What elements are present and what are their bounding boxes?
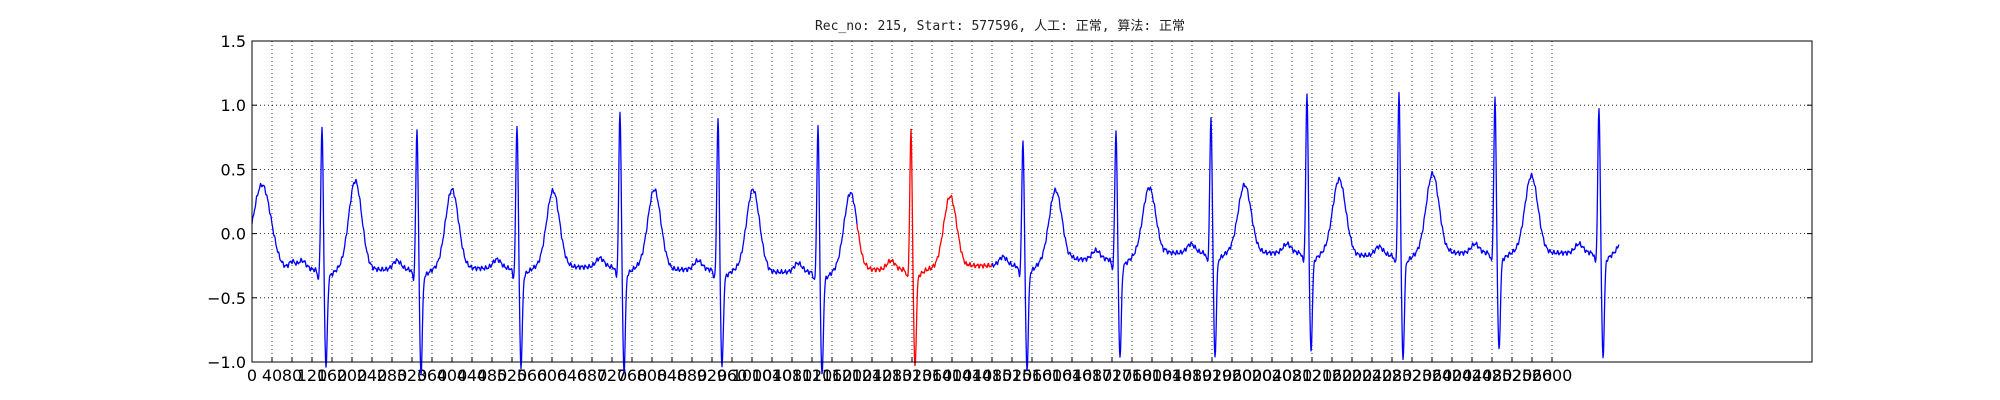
x-tick-label: 240 — [357, 366, 388, 385]
x-tick-label: 2560 — [1512, 366, 1553, 385]
x-tick-label: 160 — [317, 366, 348, 385]
x-tick-label: 640 — [557, 366, 588, 385]
plot-frame — [251, 40, 1813, 363]
y-tick-label: 0.5 — [221, 160, 246, 179]
x-tick-label: 2440 — [1452, 366, 1493, 385]
x-tick-label: 880 — [677, 366, 708, 385]
x-tick-label: 120 — [297, 366, 328, 385]
y-tick-label: 1.5 — [221, 32, 246, 51]
y-tick-label: −1.0 — [207, 353, 246, 372]
y-tick-label: 1.0 — [221, 96, 246, 115]
x-tick-label: 1440 — [952, 366, 993, 385]
y-tick-label: 0.0 — [221, 225, 246, 244]
x-tick-label: 1040 — [752, 366, 793, 385]
x-tick-label: 1680 — [1072, 366, 1113, 385]
y-tick-label: −0.5 — [207, 289, 246, 308]
x-tick-label: 2400 — [1432, 366, 1473, 385]
x-tick-label: 1880 — [1172, 366, 1213, 385]
ecg-line-highlight — [856, 128, 993, 367]
x-tick-label: 280 — [377, 366, 408, 385]
ecg-series — [251, 91, 1620, 376]
grid-lines — [252, 41, 1812, 362]
x-tick-label: 2040 — [1252, 366, 1293, 385]
x-tick-label: 1720 — [1092, 366, 1133, 385]
x-tick-label: 840 — [657, 366, 688, 385]
x-tick-label: 440 — [457, 366, 488, 385]
x-tick-label: 2000 — [1232, 366, 1273, 385]
x-tick-label: 960 — [717, 366, 748, 385]
x-tick-label: 2600 — [1532, 366, 1573, 385]
x-tick-label: 1640 — [1052, 366, 1093, 385]
x-tick-label: 1400 — [932, 366, 973, 385]
x-tick-label: 2200 — [1332, 366, 1373, 385]
x-tick-label: 80 — [282, 366, 302, 385]
x-tick-label: 920 — [697, 366, 728, 385]
x-tick-label: 560 — [517, 366, 548, 385]
x-tick-label: 1080 — [772, 366, 813, 385]
x-tick-label: 2240 — [1352, 366, 1393, 385]
x-tick-label: 1000 — [732, 366, 773, 385]
x-tick-label: 400 — [437, 366, 468, 385]
x-tick-label: 1240 — [852, 366, 893, 385]
x-tick-label: 520 — [497, 366, 528, 385]
x-tick-label: 1480 — [972, 366, 1013, 385]
y-axis-ticks: 1.5 1.0 0.5 0.0 −0.5 −1.0 — [207, 32, 1812, 372]
x-tick-label: 1920 — [1192, 366, 1233, 385]
x-tick-label: 1600 — [1032, 366, 1073, 385]
x-tick-label: 1200 — [832, 366, 873, 385]
ecg-line-normal — [991, 91, 1620, 372]
ecg-line-normal — [251, 111, 858, 376]
chart-title: Rec_no: 215, Start: 577596, 人工: 正常, 算法: … — [815, 19, 1185, 34]
x-tick-label: 360 — [417, 366, 448, 385]
x-tick-label: 680 — [577, 366, 608, 385]
x-tick-label: 1800 — [1132, 366, 1173, 385]
x-tick-label: 2080 — [1272, 366, 1313, 385]
x-tick-label: 1760 — [1112, 366, 1153, 385]
x-tick-label: 200 — [337, 366, 368, 385]
x-tick-label: 720 — [597, 366, 628, 385]
x-tick-label: 2160 — [1312, 366, 1353, 385]
x-tick-label: 1840 — [1152, 366, 1193, 385]
x-tick-label: 1280 — [872, 366, 913, 385]
x-tick-label: 2320 — [1392, 366, 1433, 385]
x-tick-label: 1520 — [992, 366, 1033, 385]
x-tick-label: 320 — [397, 366, 428, 385]
x-tick-label: 1360 — [912, 366, 953, 385]
x-tick-label: 2360 — [1412, 366, 1453, 385]
x-tick-label: 600 — [537, 366, 568, 385]
x-tick-label: 1960 — [1212, 366, 1253, 385]
x-tick-label: 2280 — [1372, 366, 1413, 385]
x-tick-label: 2120 — [1292, 366, 1333, 385]
x-tick-label: 40 — [262, 366, 282, 385]
x-tick-label: 2480 — [1472, 366, 1513, 385]
x-tick-label: 0 — [247, 366, 257, 385]
x-tick-label: 2520 — [1492, 366, 1533, 385]
x-tick-label: 1560 — [1012, 366, 1053, 385]
x-tick-label: 1320 — [892, 366, 933, 385]
x-tick-label: 800 — [637, 366, 668, 385]
x-tick-label: 480 — [477, 366, 508, 385]
x-axis-ticks: 0 40 8012016020024028032036040044048052056… — [247, 357, 1572, 385]
